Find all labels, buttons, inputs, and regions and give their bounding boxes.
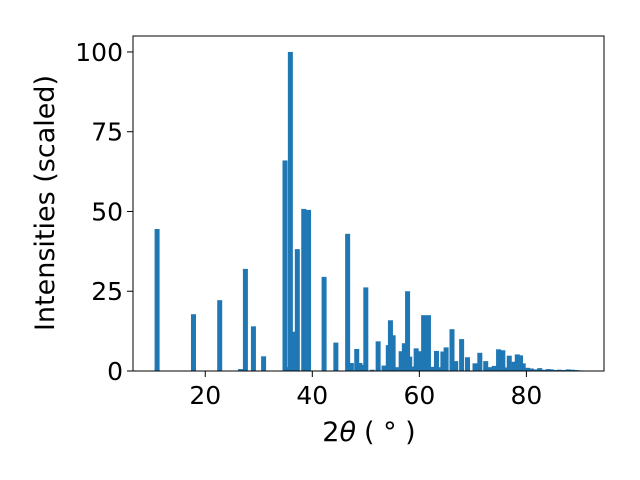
bar [506,355,512,371]
bar [354,348,360,371]
x-axis-label-unit: ( ° ) [364,417,416,448]
bar [520,363,526,371]
bar [537,368,543,371]
bar [363,287,369,371]
bar [433,350,439,371]
bar [390,335,396,371]
y-tick-label: 0 [107,357,123,386]
bar [217,300,223,371]
x-axis-ticks: 20 40 60 80 [189,371,542,410]
bar [387,320,393,371]
bar [417,351,423,371]
bar [261,356,267,371]
bar [333,342,339,371]
bar [514,354,520,371]
bar [294,249,300,371]
bar [242,268,248,371]
bar [443,347,449,371]
x-tick-label: 60 [403,381,435,410]
x-tick-label: 20 [189,381,221,410]
bar [287,51,293,371]
y-axis-label: Intensities (scaled) [30,75,61,331]
bar [345,233,351,371]
bar [528,368,534,371]
bar [487,367,493,371]
bar [154,229,160,371]
bar [549,369,555,371]
bar [459,339,465,371]
y-tick-label: 75 [91,118,123,147]
y-tick-label: 100 [75,38,123,67]
bar [453,361,459,371]
x-tick-label: 80 [510,381,542,410]
bar [429,366,435,371]
bar [541,369,547,371]
bar [348,363,354,371]
bar [405,291,411,371]
bar [518,355,523,371]
bar [250,326,256,371]
bar [557,369,563,371]
x-axis-label-prefix: 2 [322,417,339,448]
bar [437,367,443,371]
bar [500,350,506,371]
bar [545,369,551,371]
bar [375,341,381,371]
bar [393,367,399,371]
bar [532,369,538,371]
bar [410,366,416,371]
bar [381,365,387,371]
bar [477,352,483,371]
bar [465,357,471,371]
plot-frame [132,35,605,372]
bar [503,367,509,371]
bar [282,160,288,371]
x-axis-label-symbol: θ [339,417,356,448]
bar [569,369,575,371]
bar [407,356,413,371]
bar [369,369,375,371]
bar [190,314,196,371]
x-tick-label: 40 [296,381,328,410]
bar [449,329,455,371]
bar [440,351,446,371]
bar [401,343,407,371]
bar [238,369,244,371]
bars-group [154,51,583,371]
bar [425,315,431,371]
bar [321,276,327,371]
bar [413,348,419,371]
y-axis-ticks: 0 25 50 75 100 [75,38,133,386]
bar [524,367,530,371]
bar [421,315,427,371]
x-axis-label: 2θ ( ° ) [322,417,415,448]
bar [357,363,363,371]
y-tick-label: 25 [91,277,123,306]
bar [511,361,517,371]
bar [290,331,296,371]
bar [491,365,497,371]
bar [301,208,307,371]
y-tick-label: 50 [91,197,123,226]
bar [483,361,489,371]
bar [472,363,478,371]
bar [496,349,502,371]
bar [306,209,312,371]
bar [565,369,571,371]
bar [398,351,404,371]
